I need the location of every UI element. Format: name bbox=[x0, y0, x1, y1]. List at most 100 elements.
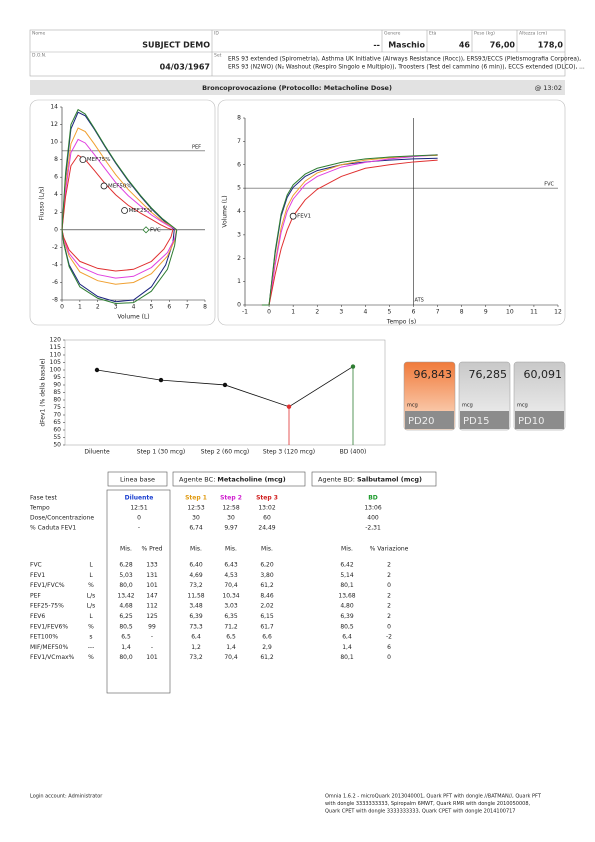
pd-value: 76,285 bbox=[469, 368, 508, 381]
phase-cell: 12:58 bbox=[222, 505, 239, 512]
tab-label: Agente BC: bbox=[179, 476, 215, 484]
phase-cell: 400 bbox=[367, 515, 379, 522]
value-cell: 6,39 bbox=[189, 613, 203, 620]
value-cell: 2 bbox=[387, 562, 391, 569]
marker bbox=[289, 212, 297, 220]
pd-unit: mcg bbox=[462, 403, 473, 409]
row-label: Fase test bbox=[30, 495, 57, 502]
x-tick-label: 5 bbox=[149, 304, 153, 311]
field-label: Altezza (cm) bbox=[519, 30, 547, 36]
footer-login: Login account: Administrator bbox=[30, 794, 103, 800]
field-label: Peso (kg) bbox=[474, 30, 495, 36]
value-cell: 80,0 bbox=[119, 654, 133, 661]
y-tick-label: 1 bbox=[237, 278, 241, 285]
y-tick-label: 100 bbox=[50, 367, 62, 374]
y-tick-label: 120 bbox=[50, 337, 62, 344]
x-tick-label: Step 3 (120 mcg) bbox=[263, 449, 315, 456]
field-value: 46 bbox=[459, 41, 471, 50]
y-tick-label: 70 bbox=[53, 412, 61, 419]
x-tick-label: 0 bbox=[267, 309, 271, 316]
row-label: FEF25-75% bbox=[30, 603, 64, 610]
baseline-column-box bbox=[106, 489, 171, 694]
value-cell: 80,0 bbox=[119, 582, 133, 589]
value-cell: 61,7 bbox=[260, 623, 274, 630]
header-box bbox=[29, 29, 566, 77]
field-value: 04/03/1967 bbox=[160, 63, 210, 72]
value-cell: 73,2 bbox=[189, 582, 203, 589]
column-header: Mis. bbox=[341, 546, 353, 553]
column-header: % Variazione bbox=[370, 546, 409, 553]
value-cell: 13,42 bbox=[117, 592, 134, 599]
unit-cell: L/s bbox=[87, 592, 96, 599]
x-axis-title: Volume (L) bbox=[117, 314, 149, 321]
phase-cell: 13:06 bbox=[364, 505, 381, 512]
y-tick-label: 65 bbox=[53, 419, 61, 426]
section-time: @ 13:02 bbox=[535, 84, 562, 92]
section-title: Broncoprovocazione (Protocollo: Metachol… bbox=[202, 84, 392, 92]
x-tick-label: 5 bbox=[388, 309, 392, 316]
y-tick-label: 0 bbox=[237, 302, 241, 309]
x-tick-label: 12 bbox=[554, 309, 562, 316]
tab-label: Agente BD: bbox=[318, 476, 355, 484]
tab-button bbox=[311, 471, 437, 487]
x-tick-label: 1 bbox=[291, 309, 295, 316]
value-cell: 4,68 bbox=[119, 603, 133, 610]
marker-label: FEV1 bbox=[297, 214, 311, 220]
x-tick-label: 4 bbox=[363, 309, 367, 316]
row-label: FEV1 bbox=[30, 572, 45, 579]
row-label: PEF bbox=[30, 592, 41, 599]
value-cell: 6,39 bbox=[340, 613, 354, 620]
unit-cell: --- bbox=[88, 644, 95, 651]
value-cell: 70,4 bbox=[224, 654, 238, 661]
curve bbox=[61, 111, 175, 303]
point bbox=[94, 367, 100, 373]
y-tick-label: -8 bbox=[52, 297, 58, 304]
pd-label: PD10 bbox=[518, 416, 544, 427]
phase-cell: - bbox=[138, 525, 140, 532]
phase-cell: Step 3 bbox=[256, 495, 278, 502]
phase-cell: 6,74 bbox=[189, 525, 203, 532]
value-cell: 2,02 bbox=[260, 603, 274, 610]
value-cell: 6 bbox=[387, 644, 391, 651]
value-cell: 4,80 bbox=[340, 603, 354, 610]
pd-value: 96,843 bbox=[414, 368, 453, 381]
x-tick-label: 2 bbox=[315, 309, 319, 316]
point bbox=[350, 364, 356, 369]
x-tick-label: 3 bbox=[339, 309, 343, 316]
reference-label: PEF bbox=[192, 144, 201, 150]
tab-button bbox=[107, 471, 168, 487]
curve bbox=[261, 154, 438, 306]
value-cell: 2 bbox=[387, 603, 391, 610]
x-tick-label: 8 bbox=[203, 304, 207, 311]
field-value: Maschio bbox=[388, 41, 425, 50]
pd-unit: mcg bbox=[517, 403, 528, 409]
y-tick-label: 50 bbox=[53, 442, 61, 449]
pd-label-band bbox=[515, 411, 564, 429]
value-cell: 6,43 bbox=[224, 562, 238, 569]
unit-cell: s bbox=[89, 634, 92, 641]
x-tick-label: 9 bbox=[484, 309, 488, 316]
value-cell: 2,9 bbox=[262, 644, 272, 651]
field-label: Genere bbox=[384, 30, 401, 36]
row-label: FVC bbox=[30, 562, 42, 569]
value-cell: 1,2 bbox=[191, 644, 201, 651]
phase-cell: 9,97 bbox=[224, 525, 238, 532]
value-cell: 0 bbox=[387, 582, 391, 589]
curve bbox=[61, 127, 177, 285]
field-label: Nome bbox=[32, 30, 46, 36]
marker-label: MEF75% bbox=[87, 157, 111, 163]
value-cell: 3,48 bbox=[189, 603, 203, 610]
value-cell: 6,4 bbox=[191, 634, 201, 641]
x-tick-label: -1 bbox=[242, 309, 248, 316]
value-cell: 80,1 bbox=[340, 654, 354, 661]
pd-label: PD15 bbox=[463, 416, 489, 427]
value-cell: 6,28 bbox=[119, 562, 133, 569]
x-tick-label: 6 bbox=[167, 304, 171, 311]
value-cell: 1,4 bbox=[342, 644, 352, 651]
y-tick-label: 85 bbox=[53, 389, 61, 396]
y-axis-title: Flusso (L/s) bbox=[39, 187, 46, 221]
phase-cell: 24,49 bbox=[258, 525, 275, 532]
x-tick-label: 7 bbox=[436, 309, 440, 316]
value-cell: 147 bbox=[146, 592, 158, 599]
y-tick-label: 3 bbox=[237, 231, 241, 238]
